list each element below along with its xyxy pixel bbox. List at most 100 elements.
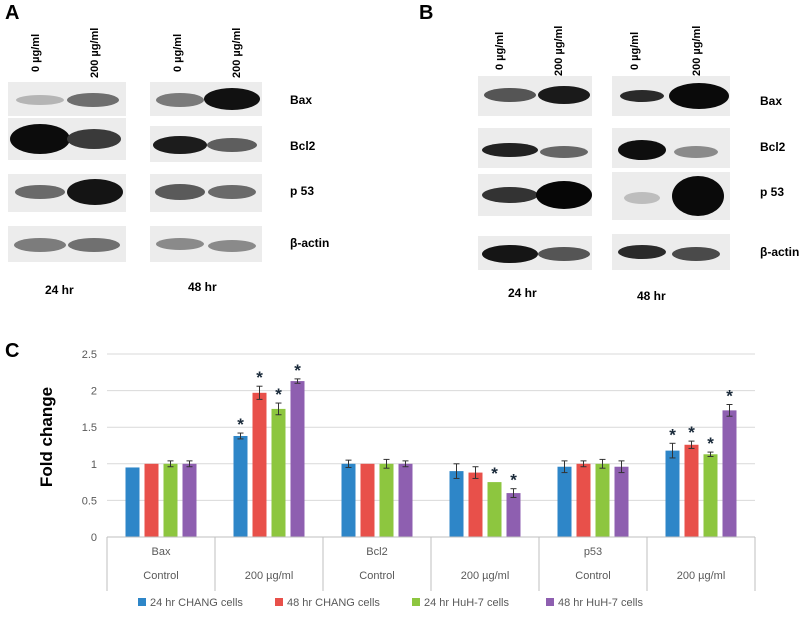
blot-b-48h-bax	[612, 76, 730, 116]
blot-b-48h-bcl2	[612, 128, 730, 168]
x-category-label: Control	[359, 570, 394, 582]
x-group-label: p53	[584, 546, 602, 558]
legend-label: 24 hr HuH-7 cells	[424, 597, 509, 609]
y-tick-labels: 0 0.5 1 1.5 2 2.5	[82, 349, 97, 544]
protein-label-b-p53: p 53	[760, 185, 785, 199]
protein-label-a-bcl2: Bcl2	[290, 139, 316, 153]
bar	[576, 463, 591, 537]
significance-star: *	[491, 464, 498, 483]
bar	[144, 463, 159, 537]
time-label-b-48: 48 hr	[637, 289, 666, 303]
x-category-label: 200 µg/ml	[677, 570, 726, 582]
blot-a-48h-bax	[150, 82, 262, 116]
blot-b-24h-bax	[478, 76, 592, 116]
lane-label-b1: 0 µg/ml	[494, 31, 506, 70]
bar	[449, 471, 464, 537]
significance-star: *	[237, 415, 244, 434]
x-group-label: Bcl2	[366, 546, 387, 558]
bar	[271, 408, 286, 537]
significance-star: *	[294, 361, 301, 380]
protein-label-a-actin: β-actin	[290, 236, 330, 250]
protein-label-a-p53: p 53	[290, 184, 315, 198]
bar	[290, 381, 305, 537]
blot-a-48h-bcl2	[150, 126, 262, 162]
gridlines	[107, 353, 755, 538]
blot-a-24h-bcl2	[8, 118, 126, 160]
blot-b-24h-p53	[478, 174, 592, 216]
bar	[665, 450, 680, 537]
bar	[252, 392, 267, 537]
legend-label: 48 hr CHANG cells	[287, 597, 380, 609]
y-tick-label: 2	[91, 386, 97, 398]
bar	[125, 467, 140, 537]
lane-label-a2: 200 µg/ml	[89, 27, 101, 78]
significance-star: *	[669, 425, 676, 444]
bar	[557, 466, 572, 537]
lane-label-b3: 0 µg/ml	[629, 31, 641, 70]
blot-a-24h-actin	[8, 226, 126, 262]
panel-a-letter: A	[5, 2, 20, 24]
significance-markers: * * * * * * * * * *	[237, 361, 733, 490]
bar	[360, 463, 375, 537]
blot-a-48h-actin	[150, 226, 262, 262]
blot-a-48h-p53	[150, 174, 262, 212]
protein-label-a-bax: Bax	[290, 93, 313, 107]
blot-b-48h-actin	[612, 234, 730, 270]
legend-swatch	[138, 598, 146, 606]
blot-a-24h-p53	[8, 174, 126, 212]
x-category-label: 200 µg/ml	[461, 570, 510, 582]
bar	[182, 463, 197, 537]
time-label-a-48: 48 hr	[188, 280, 217, 294]
protein-label-b-bcl2: Bcl2	[760, 140, 786, 154]
blot-a-24h-bax	[8, 82, 126, 116]
bars	[125, 381, 737, 537]
lane-label-b2: 200 µg/ml	[553, 25, 565, 76]
bar	[163, 463, 178, 537]
y-tick-label: 1	[91, 459, 97, 471]
significance-star: *	[275, 385, 282, 404]
significance-star: *	[510, 471, 517, 490]
bar	[703, 454, 718, 537]
legend-swatch	[275, 598, 283, 606]
lane-label-b4: 200 µg/ml	[691, 25, 703, 76]
x-group-label: Bax	[152, 546, 171, 558]
significance-star: *	[726, 387, 733, 406]
blot-b-24h-actin	[478, 236, 592, 270]
error-bars	[167, 378, 733, 498]
lane-label-a1: 0 µg/ml	[30, 33, 42, 72]
fold-change-chart: Fold change 0 0.5 1 1.5 2 2.5 * * * * * * * * * * Cont…	[37, 349, 756, 609]
x-axis: Control 200 µg/ml Control 200 µg/ml Control 2…	[106, 536, 756, 591]
legend-label: 24 hr CHANG cells	[150, 597, 243, 609]
legend-label: 48 hr HuH-7 cells	[558, 597, 643, 609]
y-tick-label: 0.5	[82, 495, 97, 507]
bar	[722, 410, 737, 537]
time-label-a-24: 24 hr	[45, 283, 74, 297]
panel-c-letter: C	[5, 340, 20, 362]
lane-label-a4: 200 µg/ml	[231, 27, 243, 78]
bar	[341, 463, 356, 537]
legend-swatch	[412, 598, 420, 606]
bar	[468, 472, 483, 537]
legend: 24 hr CHANG cells 48 hr CHANG cells 24 hr …	[138, 597, 643, 609]
protein-label-b-actin: β-actin	[760, 245, 800, 259]
y-tick-label: 2.5	[82, 349, 97, 361]
bar	[614, 466, 629, 537]
significance-star: *	[688, 423, 695, 442]
lane-label-a3: 0 µg/ml	[172, 33, 184, 72]
legend-swatch	[546, 598, 554, 606]
significance-star: *	[256, 368, 263, 387]
panel-b-letter: B	[419, 2, 434, 24]
protein-label-b-bax: Bax	[760, 94, 783, 108]
bar	[233, 435, 248, 537]
time-label-b-24: 24 hr	[508, 286, 537, 300]
y-axis-label: Fold change	[37, 387, 56, 487]
bar	[398, 463, 413, 537]
blot-b-24h-bcl2	[478, 128, 592, 168]
bar	[595, 463, 610, 537]
x-category-label: Control	[575, 570, 610, 582]
y-tick-label: 0	[91, 532, 97, 544]
significance-star: *	[707, 434, 714, 453]
blot-b-48h-p53	[612, 172, 730, 220]
bar	[506, 493, 521, 537]
